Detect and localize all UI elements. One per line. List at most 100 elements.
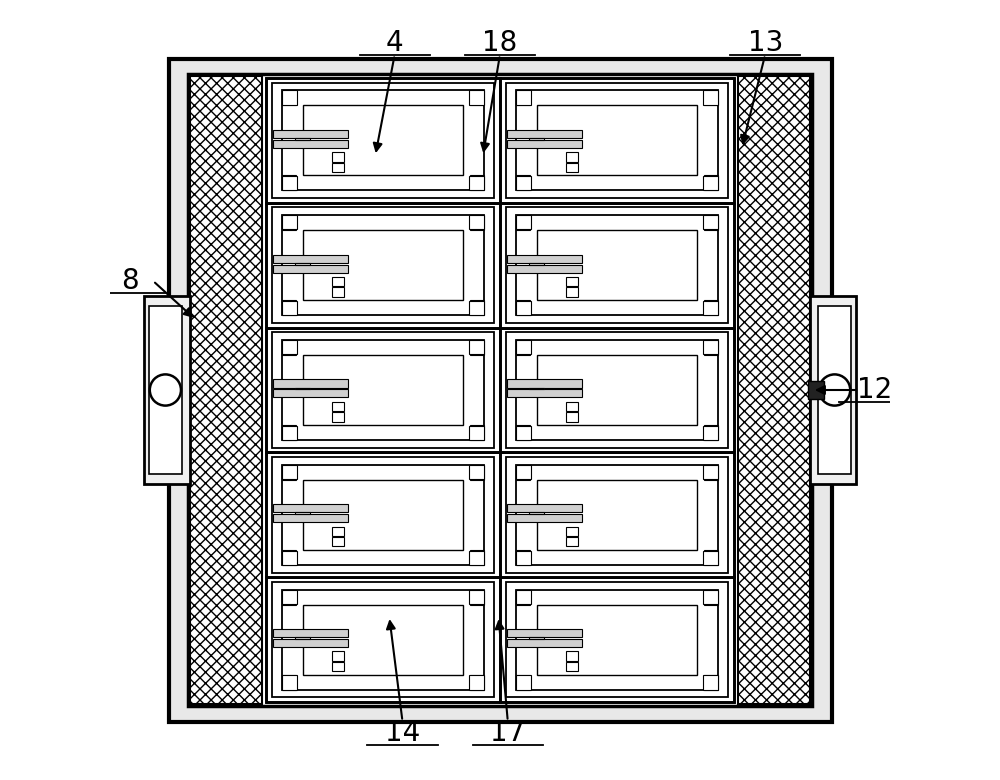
Bar <box>470 465 484 480</box>
Bar <box>516 590 718 690</box>
Bar <box>188 74 812 706</box>
Bar <box>273 389 348 398</box>
Bar <box>282 340 297 354</box>
Bar <box>469 340 484 354</box>
Bar <box>537 230 697 300</box>
Bar <box>529 263 544 264</box>
Bar <box>332 287 344 296</box>
Bar <box>810 296 856 484</box>
Bar <box>704 90 718 105</box>
Bar <box>500 203 734 328</box>
Bar <box>516 550 530 565</box>
Bar <box>266 328 500 452</box>
Bar <box>537 604 697 675</box>
Bar <box>282 176 296 190</box>
Bar <box>470 340 484 355</box>
Bar <box>332 651 344 661</box>
Bar <box>516 301 531 315</box>
Bar <box>273 264 348 273</box>
Bar <box>529 138 544 140</box>
Bar <box>500 452 734 577</box>
Bar <box>537 480 697 550</box>
Bar <box>273 514 348 523</box>
Bar <box>303 230 463 300</box>
Bar <box>516 176 531 190</box>
Bar <box>470 675 484 690</box>
Bar <box>266 452 500 577</box>
Bar <box>273 379 348 388</box>
Bar <box>282 301 297 315</box>
Bar <box>282 590 296 604</box>
Bar <box>282 551 297 565</box>
Bar <box>507 140 582 148</box>
Bar <box>507 504 582 512</box>
Bar <box>469 301 484 315</box>
Bar <box>303 604 463 675</box>
Bar <box>516 425 530 440</box>
Bar <box>303 105 463 176</box>
Bar <box>516 340 530 355</box>
Bar <box>506 83 728 198</box>
Bar <box>282 340 484 440</box>
Bar <box>516 90 718 190</box>
Bar <box>529 637 544 639</box>
Bar <box>516 590 530 604</box>
Bar <box>190 76 262 704</box>
Bar <box>273 504 348 512</box>
Bar <box>516 340 718 440</box>
Bar <box>500 328 734 452</box>
Bar <box>282 675 297 690</box>
Bar <box>295 138 310 140</box>
Bar <box>295 637 310 639</box>
Bar <box>507 379 582 388</box>
Bar <box>537 105 697 176</box>
Bar <box>470 215 484 230</box>
Bar <box>282 90 484 190</box>
Bar <box>470 176 484 190</box>
Bar <box>470 300 484 315</box>
Bar <box>272 83 494 198</box>
Bar <box>282 425 296 440</box>
Bar <box>516 465 531 479</box>
Bar <box>704 675 718 690</box>
Bar <box>168 58 832 722</box>
Bar <box>332 277 344 286</box>
Bar <box>272 582 494 697</box>
Bar <box>537 355 697 425</box>
Bar <box>469 465 484 479</box>
Bar <box>566 526 578 536</box>
Bar <box>266 203 500 328</box>
Text: 4: 4 <box>386 29 404 57</box>
Bar <box>303 355 463 425</box>
Bar <box>149 306 182 474</box>
Bar <box>507 514 582 523</box>
Bar <box>516 426 531 440</box>
Bar <box>566 152 578 161</box>
Bar <box>282 90 297 105</box>
Bar <box>516 590 531 604</box>
Bar <box>566 277 578 286</box>
Bar <box>507 629 582 637</box>
Bar <box>272 332 494 448</box>
Bar <box>516 675 531 690</box>
Bar <box>704 425 718 440</box>
Bar <box>282 590 484 690</box>
Text: 12: 12 <box>857 376 892 404</box>
Bar <box>566 162 578 172</box>
Bar <box>469 426 484 440</box>
Bar <box>470 590 484 604</box>
Bar <box>332 412 344 421</box>
Bar <box>566 402 578 411</box>
Text: 18: 18 <box>482 29 518 57</box>
Bar <box>566 537 578 546</box>
Bar <box>516 215 718 315</box>
Bar <box>704 215 718 230</box>
Bar <box>332 537 344 546</box>
Bar <box>507 264 582 273</box>
Bar <box>529 512 544 514</box>
Bar <box>282 300 296 315</box>
Bar <box>332 162 344 172</box>
Bar <box>469 215 484 229</box>
Bar <box>704 550 718 565</box>
Bar <box>516 465 530 480</box>
